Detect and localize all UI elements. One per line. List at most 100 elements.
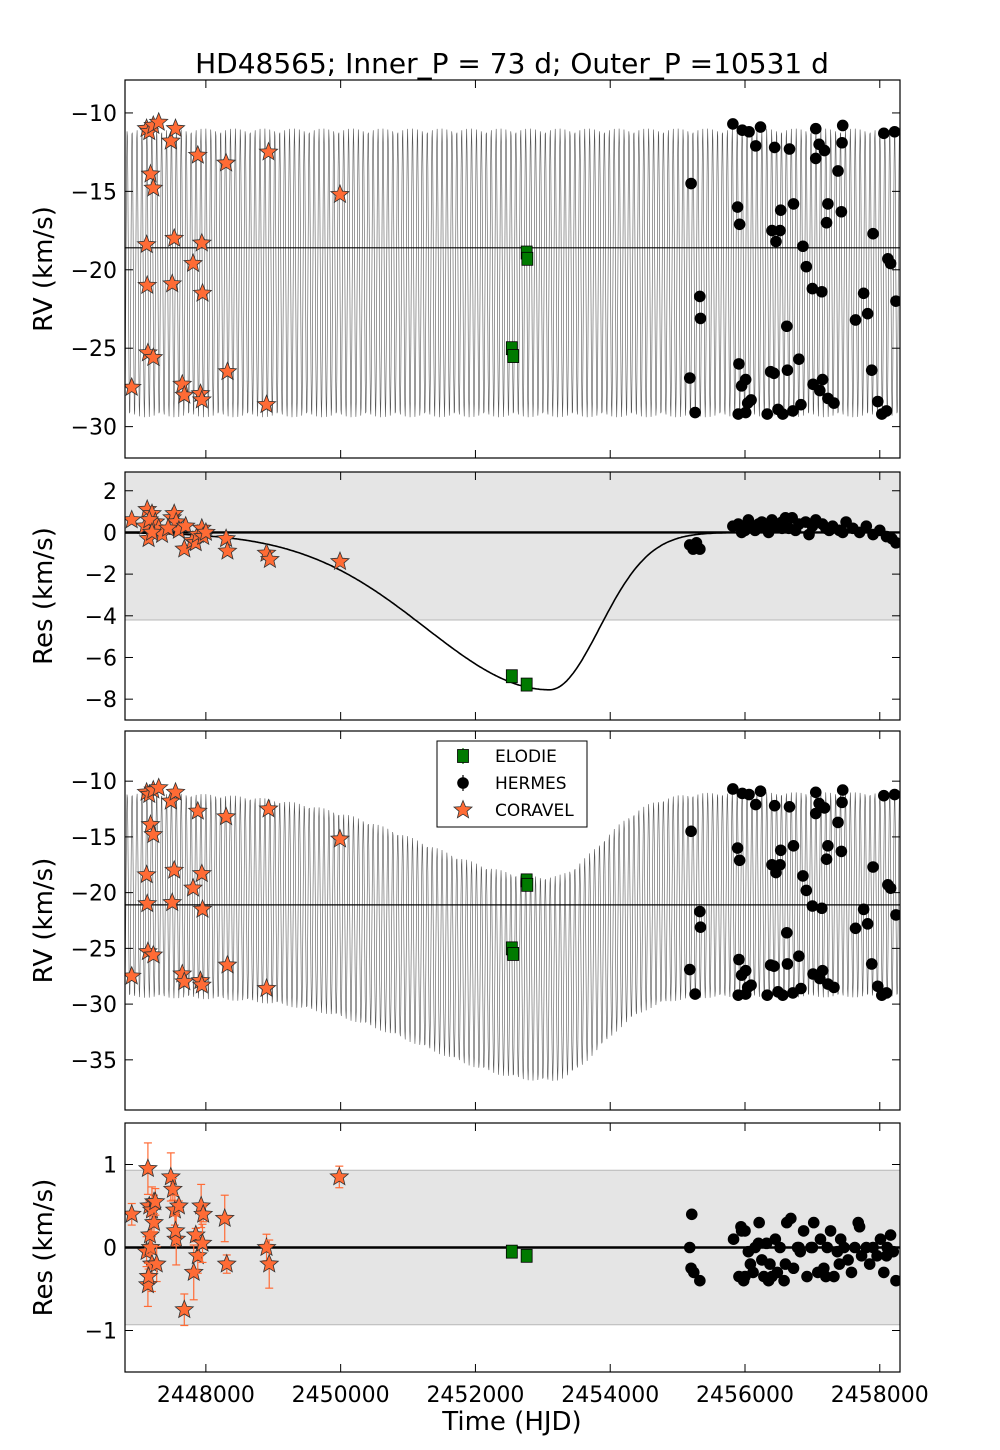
series-elodie: [505, 245, 534, 363]
data-point-coravel: [174, 384, 195, 404]
data-point-hermes: [739, 964, 752, 977]
data-point-coravel: [148, 111, 169, 131]
data-point-hermes: [770, 235, 782, 248]
y-tick-label: 2: [103, 480, 117, 505]
data-point-hermes: [871, 980, 884, 993]
data-point-hermes: [752, 1237, 765, 1250]
axes-frame: [124, 471, 901, 721]
data-point-hermes: [803, 528, 815, 541]
data-point-hermes: [694, 290, 706, 303]
legend: ELODIE HERMES CORAVEL: [436, 740, 588, 828]
series-hermes: [683, 783, 900, 1001]
chart-title: HD48565; Inner_P = 73 d; Outer_P =10531 …: [195, 47, 829, 80]
data-point-hermes: [766, 224, 778, 237]
data-point-hermes: [838, 1241, 850, 1254]
data-point-elodie: [507, 349, 520, 363]
data-point-coravel: [125, 509, 142, 529]
x-tick-label: 2458000: [831, 1383, 929, 1408]
data-point-hermes: [828, 981, 840, 994]
data-point-hermes: [878, 1266, 890, 1279]
legend-marker-coravel: [452, 799, 474, 819]
data-point-coravel: [216, 528, 237, 548]
data-point-hermes: [727, 118, 739, 130]
data-point-coravel: [172, 373, 193, 393]
data-point-hermes: [809, 122, 822, 135]
data-point-hermes: [768, 141, 781, 154]
y-tick-label: 0: [103, 521, 117, 546]
y-tick-label: −6: [85, 646, 117, 671]
series-hermes: [683, 1208, 900, 1287]
data-point-hermes: [820, 216, 833, 229]
legend-marker-hermes: [457, 777, 469, 789]
data-point-hermes: [727, 783, 739, 795]
data-point-hermes: [878, 789, 890, 802]
data-point-hermes: [683, 372, 696, 384]
data-point-hermes: [865, 364, 878, 376]
data-point-hermes: [739, 406, 752, 419]
data-point-hermes: [785, 1212, 797, 1225]
y-tick-label: 1: [103, 1154, 117, 1179]
y-axis-label: RV (km/s): [29, 206, 59, 332]
data-point-hermes: [884, 882, 897, 894]
data-point-coravel: [165, 1220, 186, 1240]
data-point-hermes: [694, 312, 707, 325]
axes-frame: [124, 730, 901, 1111]
data-point-hermes: [842, 1254, 854, 1266]
data-point-coravel: [160, 1166, 181, 1186]
data-point-coravel: [191, 863, 212, 883]
data-point-hermes: [867, 227, 879, 240]
data-point-hermes: [816, 902, 828, 915]
data-point-hermes: [800, 260, 813, 273]
data-point-hermes: [741, 981, 754, 994]
data-point-coravel: [141, 521, 163, 541]
y-tick-label: −10: [71, 770, 117, 795]
data-point-hermes: [694, 921, 707, 933]
data-point-hermes: [828, 1270, 840, 1283]
data-point-hermes: [861, 918, 874, 930]
plot-area-res-full: [125, 1142, 900, 1327]
data-point-hermes: [749, 798, 762, 811]
data-point-hermes: [733, 358, 745, 370]
data-point-hermes: [878, 127, 890, 140]
data-point-hermes: [857, 287, 870, 300]
panel-res-full: 1 0 −1 2448000 2450000 2452000 2454000 2456000 2…: [29, 1122, 929, 1408]
data-point-hermes: [884, 1229, 897, 1241]
data-point-coravel: [191, 389, 212, 409]
data-point-hermes: [836, 796, 848, 809]
data-point-hermes: [741, 397, 754, 409]
x-tick-label: 2450000: [292, 1383, 390, 1408]
data-point-coravel: [162, 273, 183, 293]
y-tick-label: −8: [85, 688, 117, 713]
data-point-hermes: [797, 240, 809, 253]
data-point-hermes: [871, 1250, 883, 1262]
data-point-coravel: [214, 1207, 235, 1227]
data-point-hermes: [760, 1237, 773, 1250]
data-point-coravel: [217, 361, 238, 381]
data-point-coravel: [145, 1191, 166, 1211]
data-point-hermes: [816, 964, 829, 977]
data-point-hermes: [781, 364, 794, 376]
data-point-coravel: [165, 118, 186, 138]
data-point-hermes: [774, 224, 786, 237]
plot-area-rv-inner: [125, 111, 900, 420]
data-point-hermes: [880, 1250, 893, 1262]
data-point-coravel: [143, 944, 164, 964]
data-point-hermes: [800, 884, 813, 897]
data-point-coravel: [164, 859, 185, 879]
data-point-hermes: [749, 524, 761, 537]
data-point-hermes: [783, 143, 796, 155]
data-point-coravel: [140, 163, 161, 183]
data-point-hermes: [806, 282, 819, 295]
data-point-coravel: [174, 971, 195, 991]
data-point-hermes: [793, 950, 805, 962]
data-point-hermes: [816, 285, 828, 298]
series-coravel: [125, 498, 351, 571]
data-point-elodie: [521, 251, 534, 266]
data-point-coravel: [137, 1158, 158, 1178]
data-point-elodie: [505, 669, 518, 684]
series-coravel: [125, 777, 351, 998]
data-point-coravel: [125, 965, 142, 985]
data-point-hermes: [780, 320, 793, 333]
data-point-hermes: [849, 314, 862, 326]
